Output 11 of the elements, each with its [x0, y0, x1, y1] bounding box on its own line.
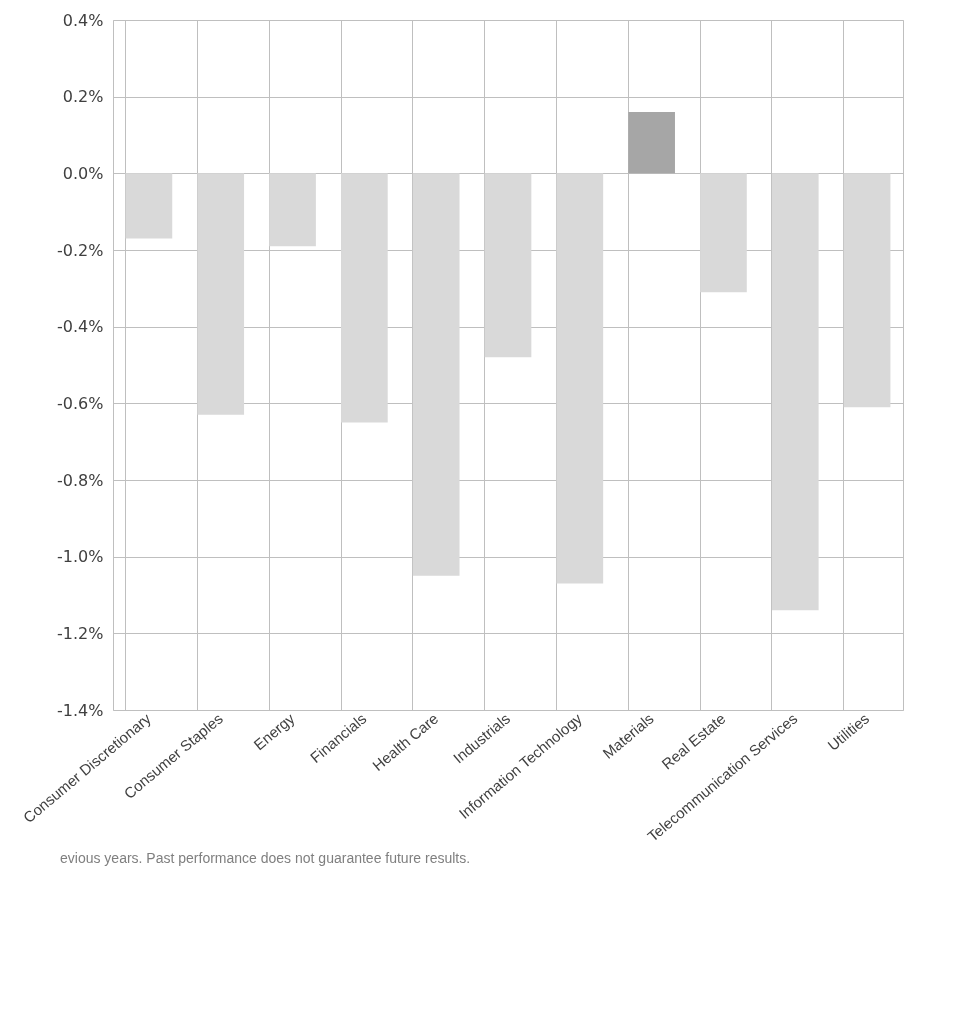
y-tick-label: -1.4% — [57, 700, 104, 720]
y-tick-label: 0.0% — [62, 163, 104, 183]
y-tick-label: 0.4% — [62, 10, 104, 30]
y-tick-label: 0.2% — [62, 87, 104, 107]
y-tick-label: -0.2% — [57, 240, 104, 260]
y-tick-label: -0.4% — [57, 317, 104, 337]
y-tick-label: -0.6% — [57, 393, 104, 413]
y-tick-label: -0.8% — [57, 470, 104, 490]
y-tick-label: -1.0% — [57, 547, 104, 567]
y-tick-label: -1.2% — [57, 623, 104, 643]
text: evious years. Past performance does not guarantee future results. — [60, 850, 472, 866]
